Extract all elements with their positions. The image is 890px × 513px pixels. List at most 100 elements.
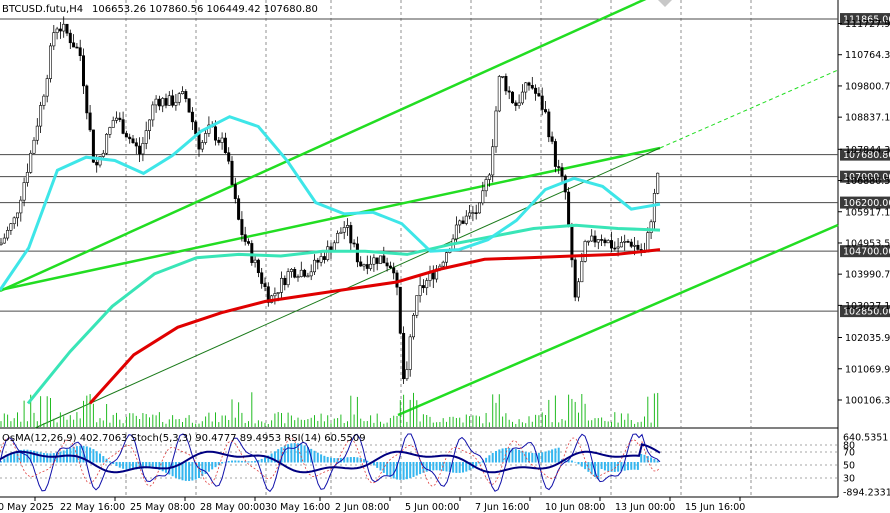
candle-body <box>547 111 551 138</box>
osma-bar <box>405 462 408 480</box>
candle-body <box>62 23 66 32</box>
candle-body <box>342 227 346 233</box>
candle-body <box>286 271 290 286</box>
osma-bar <box>29 450 32 463</box>
osma-bar <box>184 462 187 481</box>
candle-body <box>6 230 10 239</box>
osma-bar <box>46 453 49 463</box>
osma-bar <box>396 462 398 480</box>
osma-bar <box>518 449 521 463</box>
horizontal-levels: 111865.00 107680.80 107000.00 106200.00 1047… <box>0 13 890 318</box>
price-tick-label: 108837.10 <box>845 113 890 124</box>
volume-bars <box>0 392 659 427</box>
osma-bar <box>409 462 412 479</box>
scroll-marker-icon[interactable] <box>658 0 672 7</box>
osma-bar <box>293 443 296 463</box>
osma-bar <box>158 462 161 470</box>
level-box <box>840 196 890 209</box>
osma-bar <box>191 462 194 481</box>
osma-bar <box>151 462 154 469</box>
candle-body <box>636 244 640 250</box>
osma-bar <box>326 456 329 463</box>
candle-body <box>395 272 399 288</box>
osma-bar <box>580 462 583 467</box>
candle-body <box>289 269 293 272</box>
candle-body <box>616 246 620 249</box>
channel-extension-line <box>659 69 839 149</box>
candle-body <box>157 98 161 107</box>
candle-body <box>405 369 409 380</box>
candle-body <box>197 133 201 150</box>
candle-body <box>425 280 429 289</box>
level-box <box>840 148 890 161</box>
osma-bar <box>79 445 82 463</box>
osma-bar <box>72 446 75 463</box>
osma-bar <box>574 461 577 463</box>
candle-body <box>629 241 633 247</box>
candle-body <box>385 262 389 267</box>
price-tick-label: 103027.10 <box>845 301 890 312</box>
osma-bar <box>567 459 570 463</box>
osma-bar <box>141 462 144 469</box>
osma-bar <box>379 462 382 471</box>
osma-bar <box>89 447 92 463</box>
candle-body <box>623 241 627 243</box>
osma-bar <box>399 462 402 480</box>
candle-body <box>144 130 148 144</box>
osma-bar <box>349 457 352 463</box>
osma-bar <box>198 462 200 479</box>
candle-body <box>243 234 247 242</box>
osma-bar <box>478 462 481 464</box>
candle-body <box>537 93 541 97</box>
osma-bar <box>277 449 280 463</box>
osma-bar <box>633 462 636 470</box>
osma-bar <box>607 462 610 472</box>
osma-bar <box>33 450 35 463</box>
osma-bar <box>650 457 653 463</box>
channel-mid-line <box>0 146 661 292</box>
osma-bar <box>491 452 494 463</box>
candle-body <box>131 138 135 144</box>
osma-bar <box>145 462 148 469</box>
candle-body <box>296 276 300 278</box>
osma-bar <box>194 462 197 480</box>
candle-body <box>375 257 379 264</box>
candle-body <box>378 255 382 264</box>
osma-bar <box>234 460 237 463</box>
candle-body <box>134 142 138 147</box>
candle-body <box>619 242 623 248</box>
osma-bar <box>3 458 6 463</box>
level-label: 107680.80 <box>843 150 890 161</box>
candle-body <box>487 174 491 180</box>
candle-body <box>223 137 227 154</box>
osma-bar <box>429 462 431 471</box>
candle-body <box>184 91 188 99</box>
candle-body <box>484 179 488 192</box>
candle-body <box>418 285 422 296</box>
osma-bar <box>336 458 339 463</box>
candle-body <box>115 117 119 121</box>
level-box <box>840 13 890 26</box>
candle-body <box>339 231 343 234</box>
osma-bar <box>514 449 517 463</box>
candle-body <box>68 32 72 44</box>
osma-bar <box>247 461 250 463</box>
price-axis: 111727.90 110764.30 109800.70 108837.10 1078… <box>838 19 890 407</box>
osma-bar <box>181 462 184 481</box>
candle-body <box>237 198 241 220</box>
osma-bar <box>551 449 554 463</box>
vertical-grid <box>125 0 752 497</box>
candle-body <box>567 191 571 227</box>
osma-bar <box>495 450 497 463</box>
candle-body <box>260 272 264 284</box>
osma-bar <box>112 462 115 465</box>
candle-body <box>402 332 406 380</box>
candle-body <box>22 182 26 201</box>
osma-bar <box>227 461 230 463</box>
candle-body <box>58 28 62 32</box>
candle-body <box>319 256 323 263</box>
osma-bar <box>118 462 121 468</box>
osma-bar <box>13 452 16 463</box>
osma-bar <box>6 456 9 463</box>
